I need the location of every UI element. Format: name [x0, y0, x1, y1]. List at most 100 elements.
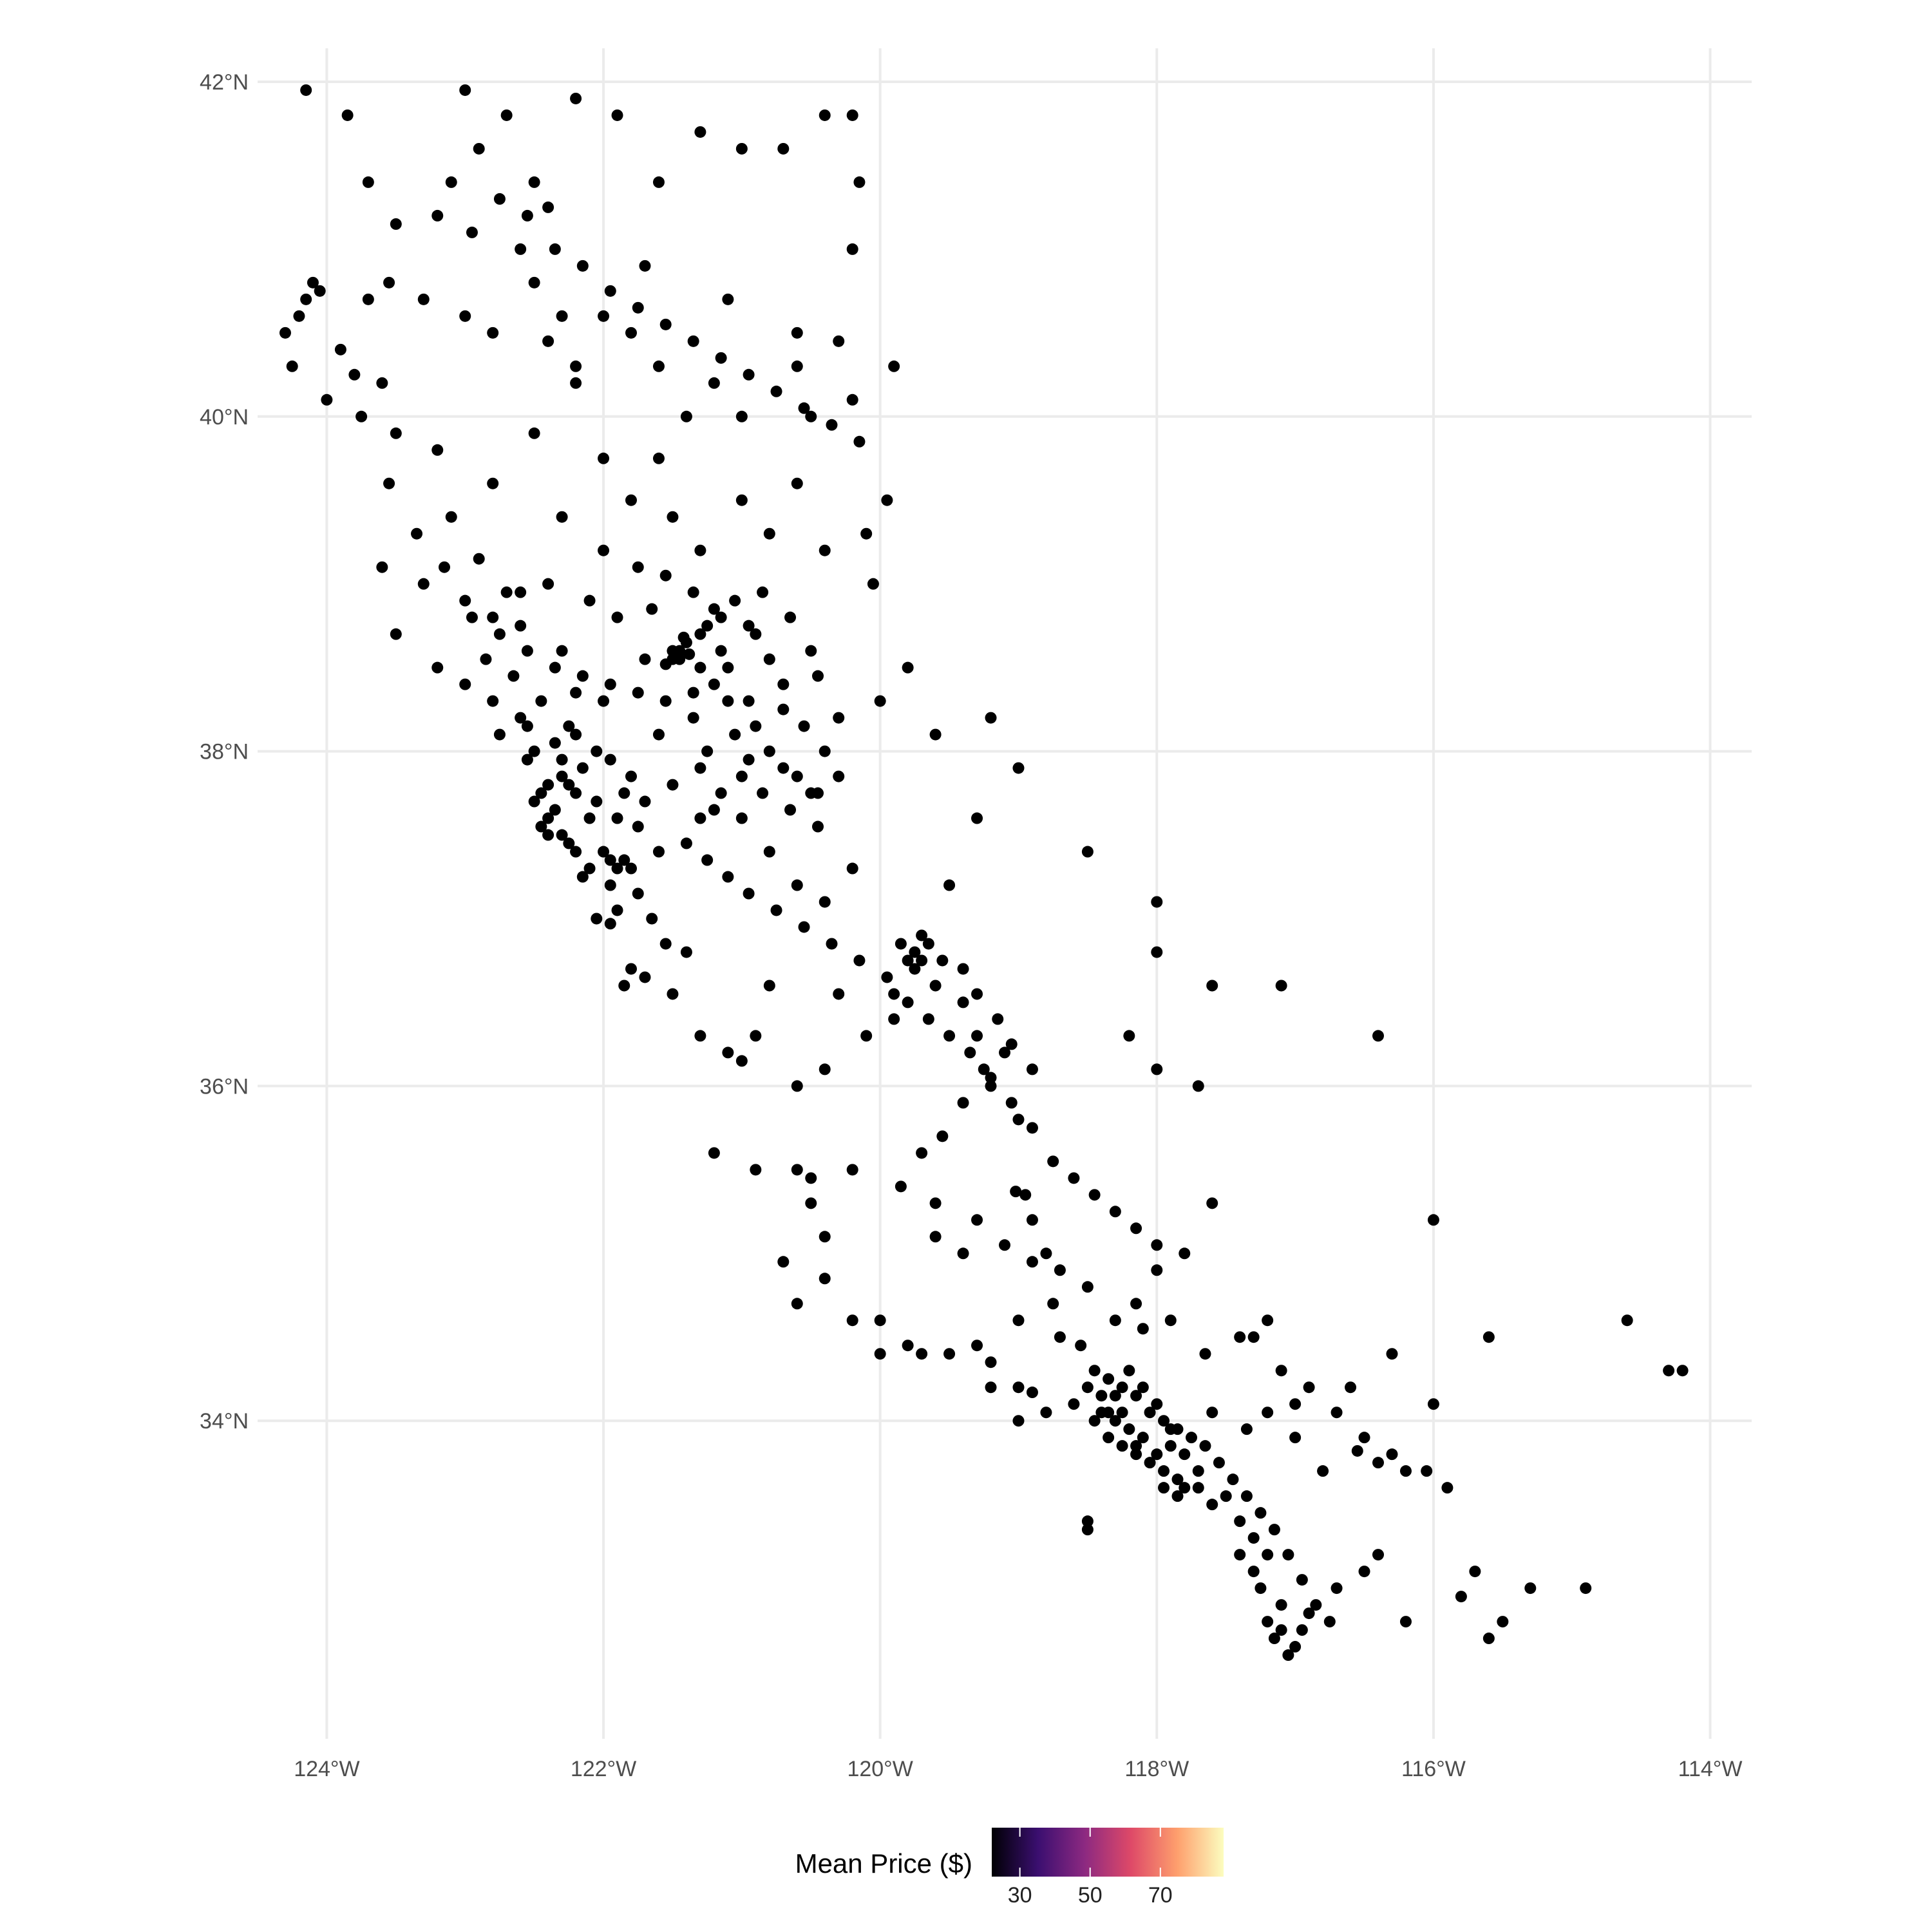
data-point [1482, 1633, 1495, 1645]
data-point [750, 1030, 762, 1042]
data-point [1262, 1314, 1274, 1327]
data-point [591, 745, 603, 757]
data-point [922, 1013, 934, 1025]
data-point [431, 209, 444, 222]
data-point [667, 779, 679, 791]
data-point [819, 1063, 831, 1075]
x-tick-label: 120°W [847, 1757, 913, 1781]
data-point [1010, 1186, 1022, 1198]
data-point [757, 787, 769, 799]
data-point [1130, 1448, 1142, 1461]
data-point [583, 862, 596, 875]
data-point [1345, 1381, 1357, 1394]
data-point [583, 812, 596, 824]
data-point [1358, 1432, 1370, 1444]
data-point [1158, 1465, 1170, 1477]
data-point [1151, 1264, 1163, 1276]
colorbar-tick-label: 30 [1008, 1883, 1032, 1908]
data-point [528, 427, 540, 439]
data-point [542, 812, 554, 824]
data-point [618, 980, 630, 992]
data-point [632, 561, 644, 573]
data-point [1289, 1432, 1302, 1444]
data-point [493, 728, 506, 741]
data-point [576, 762, 589, 774]
data-point [694, 661, 706, 674]
data-point [687, 687, 699, 699]
data-point [1088, 1189, 1101, 1201]
data-point [431, 444, 444, 456]
data-point [674, 645, 686, 657]
data-point [535, 787, 547, 799]
data-point [943, 1030, 956, 1042]
data-point [1268, 1633, 1280, 1645]
data-point [556, 753, 568, 766]
data-point [1137, 1432, 1149, 1444]
data-point [957, 1247, 969, 1260]
data-point [791, 770, 803, 782]
data-point [604, 753, 616, 766]
data-point [321, 393, 333, 406]
y-tick-label: 36°N [200, 1074, 249, 1099]
data-point [683, 648, 696, 660]
data-point [1275, 1624, 1287, 1636]
y-tick-label: 38°N [200, 740, 249, 764]
data-point [611, 812, 623, 824]
data-point [466, 611, 478, 623]
data-point [1199, 1440, 1211, 1452]
data-point [1372, 1030, 1384, 1042]
data-point [1158, 1415, 1170, 1427]
data-point [735, 1055, 748, 1067]
data-point [1247, 1566, 1260, 1578]
data-point [784, 611, 797, 623]
data-point [348, 368, 361, 381]
data-point [1206, 1499, 1218, 1511]
colorbar-legend: Mean Price ($) 30 50 70 [795, 1828, 1224, 1908]
data-point [735, 142, 748, 155]
data-point [1399, 1616, 1412, 1628]
data-point [819, 1273, 831, 1285]
data-point [677, 631, 690, 643]
data-point [556, 645, 568, 657]
data-point [750, 720, 762, 732]
data-point [515, 620, 527, 632]
gridlines [258, 48, 1752, 1739]
data-point [895, 1180, 907, 1193]
data-point [722, 1046, 734, 1059]
data-point [639, 260, 651, 272]
data-point [985, 1356, 997, 1368]
data-point [846, 109, 858, 121]
data-point [1262, 1549, 1274, 1561]
data-point [1109, 1206, 1121, 1218]
data-point [1186, 1432, 1197, 1444]
data-point [515, 586, 527, 598]
data-point [909, 963, 921, 975]
data-point [1427, 1398, 1439, 1410]
data-point [798, 921, 810, 933]
data-point [819, 745, 831, 757]
data-point [1192, 1482, 1204, 1494]
data-point [1331, 1582, 1343, 1595]
data-point [383, 276, 395, 289]
data-point [929, 728, 942, 741]
data-point [1179, 1247, 1191, 1260]
data-point [1109, 1415, 1121, 1427]
data-point [431, 661, 444, 674]
data-point [985, 712, 997, 724]
data-point [1289, 1398, 1302, 1410]
data-point [1012, 762, 1025, 774]
data-point [1103, 1432, 1115, 1444]
data-point [1303, 1607, 1315, 1620]
data-point [659, 569, 672, 582]
data-point [1358, 1566, 1370, 1578]
data-point [1123, 1365, 1135, 1377]
data-point [729, 594, 741, 607]
x-tick-label: 116°W [1401, 1757, 1466, 1781]
data-point [341, 109, 354, 121]
data-point [798, 720, 810, 732]
data-point [1130, 1222, 1142, 1235]
data-point [1227, 1473, 1239, 1486]
data-point [445, 176, 457, 188]
data-point [929, 1197, 942, 1209]
data-point [563, 779, 575, 791]
